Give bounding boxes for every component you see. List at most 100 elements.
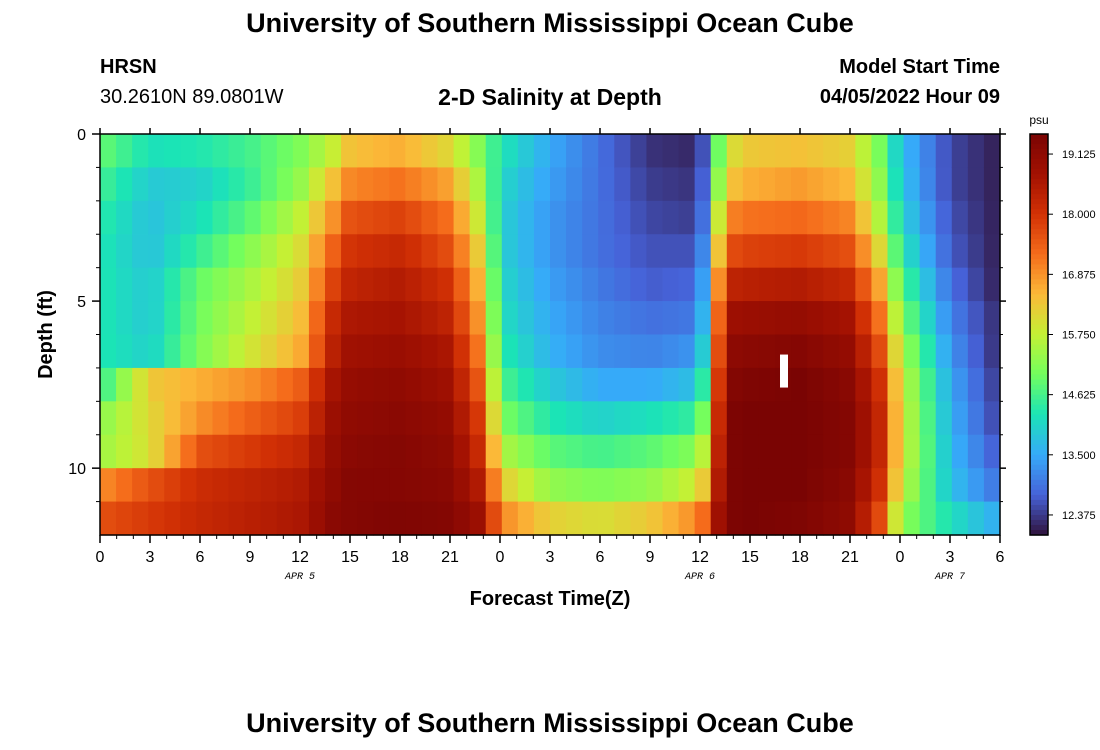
heatmap-cell <box>919 334 937 369</box>
heatmap-cell <box>276 401 294 436</box>
colorbar-segment <box>1030 449 1048 456</box>
heatmap-cell <box>357 267 374 302</box>
heatmap-cell <box>742 234 760 269</box>
heatmap-cell <box>823 267 840 302</box>
heatmap-cell <box>132 200 149 235</box>
heatmap-cell <box>726 301 744 336</box>
heatmap-cell <box>389 334 406 369</box>
heatmap-cell <box>807 134 824 169</box>
heatmap-cell <box>598 167 615 202</box>
heatmap-cell <box>244 267 262 302</box>
heatmap-cell <box>228 434 246 469</box>
heatmap-cell <box>823 167 840 202</box>
heatmap-cell <box>726 200 744 235</box>
heatmap-cell <box>437 134 455 169</box>
heatmap-cell <box>903 267 921 302</box>
heatmap-cell <box>292 401 310 436</box>
heatmap-cell <box>453 334 471 369</box>
heatmap-cell <box>758 267 776 302</box>
heatmap-cell <box>630 167 648 202</box>
heatmap-cell <box>164 200 181 235</box>
colorbar-segment <box>1030 139 1048 145</box>
heatmap-cell <box>855 134 873 169</box>
colorbar-segment <box>1030 299 1048 306</box>
colorbar-segment <box>1030 224 1048 230</box>
heatmap-cell <box>758 401 776 436</box>
heatmap-cell <box>791 167 808 202</box>
heatmap-cell <box>694 434 712 469</box>
heatmap-cell <box>453 234 471 269</box>
heatmap-cell <box>421 501 439 536</box>
heatmap-cell <box>501 134 519 169</box>
heatmap-cell <box>855 401 873 436</box>
heatmap-cell <box>807 200 824 235</box>
heatmap-cell <box>116 200 133 235</box>
heatmap-cell <box>630 401 648 436</box>
heatmap-cell <box>164 434 181 469</box>
heatmap-cell <box>325 501 342 536</box>
x-tick-label: 18 <box>791 549 809 566</box>
heatmap-cell <box>341 401 358 436</box>
heatmap-cell <box>726 234 744 269</box>
heatmap-cell <box>807 267 824 302</box>
heatmap-cell <box>357 200 374 235</box>
heatmap-cell <box>566 301 583 336</box>
heatmap-cell <box>983 401 1001 436</box>
heatmap-cell <box>887 134 905 169</box>
heatmap-cell <box>308 134 326 169</box>
heatmap-cell <box>453 301 471 336</box>
heatmap-cell <box>710 334 728 369</box>
heatmap-cell <box>983 501 1001 536</box>
heatmap-cell <box>630 134 648 169</box>
heatmap-cell <box>421 334 439 369</box>
colorbar-segment <box>1030 159 1048 165</box>
heatmap-cell <box>967 301 985 336</box>
heatmap-cell <box>646 200 664 235</box>
heatmap-cell <box>662 200 680 235</box>
heatmap-cell <box>598 401 615 436</box>
heatmap-cell <box>389 501 406 536</box>
colorbar-segment <box>1030 334 1048 341</box>
heatmap-cell <box>292 234 310 269</box>
heatmap-cell <box>132 134 149 169</box>
heatmap-cell <box>132 367 149 402</box>
heatmap-cell <box>967 434 985 469</box>
heatmap-cell <box>839 434 856 469</box>
heatmap-cell <box>148 234 165 269</box>
heatmap-cell <box>308 468 326 503</box>
colorbar-segment <box>1030 144 1048 150</box>
heatmap-cell <box>501 367 519 402</box>
heatmap-cell <box>196 367 214 402</box>
heatmap-cell <box>132 167 149 202</box>
heatmap-cell <box>116 334 133 369</box>
heatmap-cell <box>775 234 792 269</box>
heatmap-cell <box>164 167 181 202</box>
date-label: APR 7 <box>934 572 965 583</box>
heatmap-cell <box>308 200 326 235</box>
heatmap-cell <box>421 401 439 436</box>
heatmap-cell <box>212 134 230 169</box>
heatmap-cell <box>405 468 423 503</box>
heatmap-cell <box>871 367 889 402</box>
heatmap-cell <box>453 200 471 235</box>
heatmap-cell <box>437 200 455 235</box>
heatmap-cell <box>453 501 471 536</box>
heatmap-cell <box>292 367 310 402</box>
heatmap-cell <box>887 301 905 336</box>
heatmap-cell <box>983 367 1001 402</box>
heatmap-cell <box>646 367 664 402</box>
heatmap-cell <box>212 434 230 469</box>
colorbar-segment <box>1030 509 1048 516</box>
heatmap-cell <box>871 167 889 202</box>
heatmap-cell <box>325 468 342 503</box>
heatmap-cell <box>292 468 310 503</box>
heatmap-cell <box>212 367 230 402</box>
heatmap-cell <box>517 367 535 402</box>
heatmap-cell <box>437 401 455 436</box>
heatmap-cell <box>533 367 551 402</box>
heatmap-cell <box>228 234 246 269</box>
heatmap-cell <box>389 434 406 469</box>
heatmap-cell <box>550 334 567 369</box>
heatmap-cell <box>566 434 583 469</box>
heatmap-cell <box>823 334 840 369</box>
